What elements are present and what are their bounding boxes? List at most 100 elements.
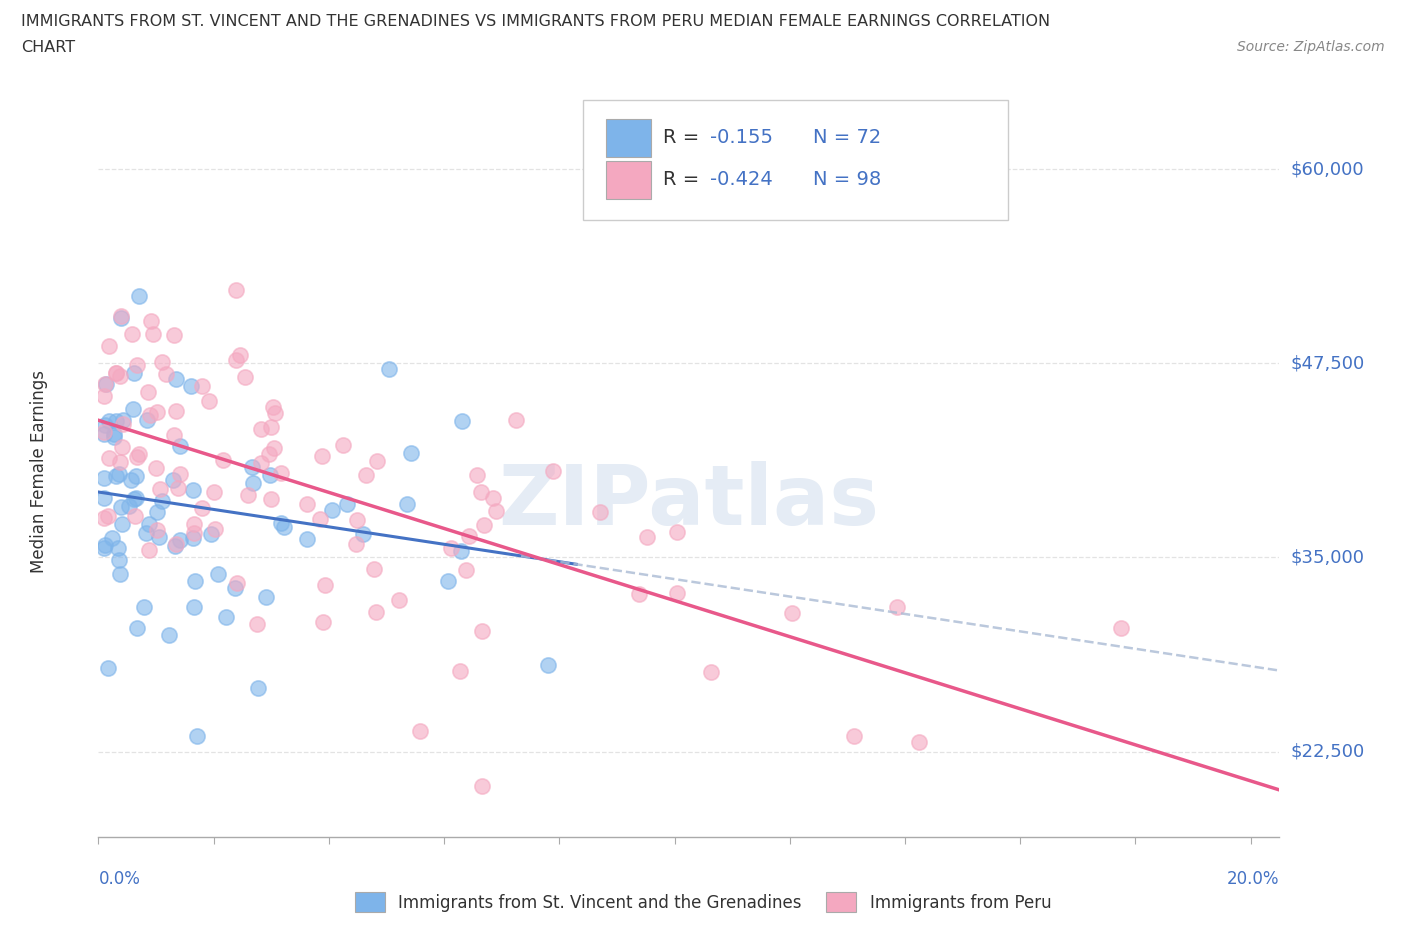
Point [311,449,333,464]
Point [409,724,432,739]
Point [98,339,121,353]
Point [472,517,495,532]
Point [191,379,214,394]
Point [250,456,273,471]
Text: 0.0%: 0.0% [98,870,141,888]
Point [437,574,460,589]
Point [125,469,148,484]
Point [224,580,246,595]
Point [273,519,295,534]
Point [125,491,148,506]
Point [134,600,156,615]
Point [142,326,165,341]
Text: R =: R = [664,170,706,190]
Point [259,468,281,483]
Point [136,412,159,427]
Point [108,566,131,581]
Point [842,729,865,744]
Point [366,453,388,468]
Point [263,441,285,456]
Point [157,628,180,643]
Point [295,497,318,512]
Point [93,491,115,506]
Point [155,366,177,381]
Text: $60,000: $60,000 [1291,160,1364,178]
Point [215,610,238,625]
Text: 20.0%: 20.0% [1227,870,1279,888]
Point [120,473,142,488]
Point [666,525,689,539]
Point [181,483,204,498]
Point [354,467,377,482]
Point [165,371,187,386]
Point [395,497,418,512]
Point [471,624,494,639]
Point [537,658,560,672]
Point [908,734,931,749]
Point [470,485,492,499]
Point [344,537,367,551]
Point [121,326,143,341]
Point [262,399,284,414]
Point [204,522,226,537]
Point [782,605,804,620]
Point [94,418,117,433]
Point [110,309,132,324]
Point [94,377,117,392]
Point [636,530,658,545]
Point [352,527,374,542]
Point [259,492,281,507]
Point [465,468,488,483]
Point [458,528,481,543]
Point [541,464,564,479]
Point [135,525,157,540]
Point [236,487,259,502]
Point [138,517,160,532]
Point [166,481,188,496]
Point [312,615,335,630]
Point [700,664,723,679]
Point [97,508,120,523]
Point [309,512,332,526]
Point [110,516,132,531]
Point [127,620,149,635]
Point [628,586,651,601]
Point [150,494,173,509]
Point [136,385,159,400]
Point [163,428,186,443]
Point [96,377,118,392]
Point [139,313,162,328]
Text: $22,500: $22,500 [1291,742,1365,761]
Point [97,450,120,465]
Point [485,504,508,519]
Text: $47,500: $47,500 [1291,354,1365,372]
Point [225,283,247,298]
Point [110,368,132,383]
Point [124,509,146,524]
Point [105,365,128,380]
Point [148,482,170,497]
Point [146,504,169,519]
Point [260,419,283,434]
Point [186,729,208,744]
Point [505,413,527,428]
Point [250,421,273,436]
Point [145,460,167,475]
Point [169,533,191,548]
Point [163,538,186,553]
Point [138,543,160,558]
Point [226,575,249,590]
Point [107,540,129,555]
Point [93,471,115,485]
Point [180,379,202,393]
Legend: Immigrants from St. Vincent and the Grenadines, Immigrants from Peru: Immigrants from St. Vincent and the Gren… [347,885,1059,919]
Point [242,475,264,490]
Point [454,563,477,578]
Point [163,327,186,342]
Point [399,445,422,460]
Point [183,525,205,540]
Point [169,467,191,482]
Point [105,469,128,484]
Point [200,526,222,541]
Point [197,393,219,408]
